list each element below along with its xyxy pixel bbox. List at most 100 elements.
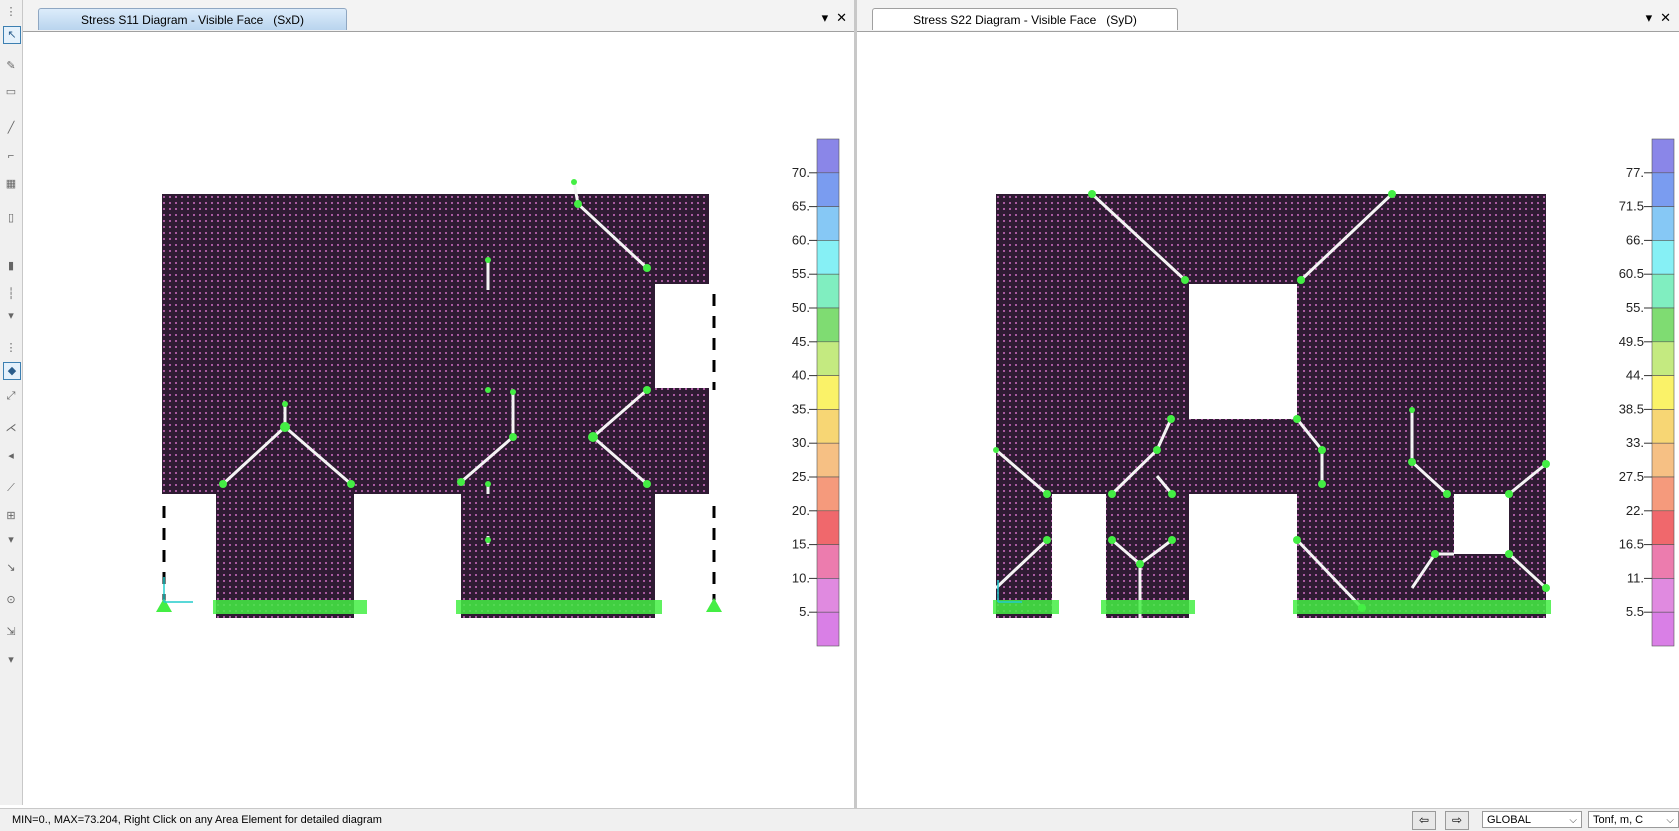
s11-legend-swatch <box>816 206 840 241</box>
axis-triad-right <box>997 580 1022 603</box>
s11-legend-swatch <box>816 544 840 579</box>
pane-splitter[interactable] <box>854 0 857 808</box>
close-pane-icon[interactable]: ✕ <box>836 10 847 25</box>
s22-legend-label: 16.5 <box>1619 537 1644 552</box>
s11-legend-label: 70. <box>792 165 810 180</box>
tab-controls-left: ▾ ✕ <box>822 10 847 26</box>
draw-link-icon[interactable]: ┆ <box>7 288 15 300</box>
s11-legend-label: 20. <box>792 503 810 518</box>
s22-legend-label: 44. <box>1626 368 1644 383</box>
s11-legend-swatch <box>816 307 840 343</box>
tab-stress-s22[interactable]: Stress S22 Diagram - Visible Face (SyD) <box>872 8 1178 30</box>
s11-legend-swatch <box>816 611 840 647</box>
base-supports-right <box>993 600 1551 614</box>
snap-point-icon[interactable]: ◆ <box>3 362 21 380</box>
s22-legend-swatch <box>1651 544 1675 579</box>
tab-controls-right: ▾ ✕ <box>1646 10 1671 26</box>
snap-perp-icon[interactable]: ⟋ <box>7 482 15 494</box>
pane-menu-dropdown-icon[interactable]: ▾ <box>821 10 829 25</box>
snap-line-icon[interactable]: ⊞ <box>6 510 16 522</box>
s11-legend-swatch <box>816 240 840 275</box>
s11-legend-label: 50. <box>792 300 810 315</box>
nav-left-arrow-icon[interactable]: ⇦ <box>1412 811 1436 830</box>
s22-legend-swatch <box>1651 307 1675 343</box>
s22-legend-swatch <box>1651 476 1675 512</box>
draw-column-icon[interactable]: ▮ <box>7 260 15 272</box>
toolbar-grip-icon-2: ⋮ <box>5 342 17 354</box>
s11-legend-label: 15. <box>792 537 810 552</box>
s22-legend-label: 38.5 <box>1619 401 1644 416</box>
s11-legend-swatch <box>816 341 840 376</box>
s22-legend-swatch <box>1651 375 1675 410</box>
snap-end-icon[interactable]: ⤢ <box>6 390 16 402</box>
expand-icon-2[interactable]: ▾ <box>8 534 14 546</box>
s22-legend-swatch <box>1651 442 1675 478</box>
select-rect-icon[interactable]: ▭ <box>5 86 17 98</box>
mesh-right-spandrel <box>655 388 709 494</box>
s22-legend-label: 22. <box>1626 503 1644 518</box>
draw-line-icon[interactable]: ╱ <box>7 122 15 134</box>
expand-icon-3[interactable]: ▾ <box>8 654 14 666</box>
s11-legend-label: 40. <box>792 368 810 383</box>
snap-fine-icon[interactable]: ⊙ <box>6 594 16 606</box>
snap-edge-icon[interactable]: ⇲ <box>6 626 16 638</box>
tab-strip-right: Stress S22 Diagram - Visible Face (SyD) … <box>857 0 1679 32</box>
s11-legend-swatch <box>816 375 840 410</box>
s11-legend-swatch <box>816 273 840 309</box>
s22-legend-label: 66. <box>1626 232 1644 247</box>
stress-s11-canvas[interactable]: 70. 65. 60. 55. 50. 45. 40. 35. 30. 25. 20. 15. 10. 5… <box>23 32 855 808</box>
s11-legend-label: 35. <box>792 401 810 416</box>
snap-intersect-icon[interactable]: ◂ <box>8 450 14 462</box>
s11-legend-swatch <box>816 172 840 207</box>
s22-legend-label: 33. <box>1626 435 1644 450</box>
mesh-pier-left <box>216 494 354 618</box>
s11-legend-label: 30. <box>792 435 810 450</box>
mesh-top-band <box>162 194 709 284</box>
nav-right-arrow-icon[interactable]: ⇨ <box>1445 811 1469 830</box>
close-pane-icon-right[interactable]: ✕ <box>1660 10 1671 25</box>
stress-s22-canvas[interactable]: 77. 71.5 66. 60.5 55. 49.5 44. 38.5 33. 27.5 22. 16… <box>857 32 1679 808</box>
s11-legend-swatch <box>816 442 840 478</box>
pointer-tool-icon[interactable]: ↖ <box>3 26 21 44</box>
tab-stress-s11[interactable]: Stress S11 Diagram - Visible Face (SxD) <box>38 8 347 30</box>
s11-legend-swatch <box>816 138 840 174</box>
s22-legend-swatch <box>1651 409 1675 444</box>
legend-color-bar-right: 77. 71.5 66. 60.5 55. 49.5 44. 38.5 33. 27.5 22. 16… <box>1619 138 1675 647</box>
expand-icon[interactable]: ▾ <box>8 310 14 322</box>
wall-mesh-right[interactable] <box>996 194 1546 618</box>
s22-legend-swatch <box>1651 510 1675 545</box>
s11-legend-label: 65. <box>792 199 810 214</box>
s22-legend-label: 55. <box>1626 300 1644 315</box>
coordinate-system-select[interactable]: GLOBAL ⌵ <box>1482 811 1582 828</box>
snap-mid-icon[interactable]: ⋌ <box>5 422 17 434</box>
s22-legend-label: 11. <box>1627 570 1644 585</box>
mesh-middle-band <box>162 284 655 494</box>
units-select[interactable]: Tonf, m, C ⌵ <box>1588 811 1679 828</box>
s22-legend-label: 71.5 <box>1619 199 1644 214</box>
draw-quad-icon[interactable]: ▯ <box>7 212 15 224</box>
chevron-down-icon: ⌵ <box>1569 815 1577 826</box>
s22-legend-label: 27.5 <box>1619 469 1644 484</box>
s11-legend-swatch <box>816 578 840 613</box>
chevron-down-icon-units: ⌵ <box>1666 815 1674 826</box>
s11-legend-label: 55. <box>792 266 810 281</box>
s22-legend-swatch <box>1651 273 1675 309</box>
s22-legend-label: 77. <box>1626 165 1644 180</box>
base-supports <box>156 598 722 614</box>
draw-frame-icon[interactable]: ⌐ <box>7 150 15 162</box>
s11-legend-label: 10. <box>792 570 810 585</box>
snap-grid-icon[interactable]: ↘ <box>6 562 16 574</box>
s22-legend-swatch <box>1651 611 1675 647</box>
status-bar: MIN=0., MAX=73.204, Right Click on any A… <box>0 808 1679 831</box>
left-toolbar: ⋮ ↖ ✎ ▭ ╱ ⌐ ▦ ▯ ▮ ┆ ▾ ⋮ ◆ ⤢ ⋌ ◂ ⟋ ⊞ ▾ ↘ … <box>0 0 23 805</box>
s22-legend-label: 60.5 <box>1619 266 1644 281</box>
s22-legend-swatch <box>1651 206 1675 241</box>
draw-tool-icon[interactable]: ✎ <box>6 60 16 72</box>
s22-legend-swatch <box>1651 341 1675 376</box>
pane-menu-dropdown-icon-right[interactable]: ▾ <box>1645 10 1653 25</box>
wall-mesh[interactable] <box>162 194 709 618</box>
restraint-dashes <box>162 294 716 602</box>
draw-area-icon[interactable]: ▦ <box>5 178 17 190</box>
support-nodes <box>219 179 651 543</box>
legend-color-bar: 70. 65. 60. 55. 50. 45. 40. 35. 30. 25. 20. 15. 10. 5… <box>792 138 840 647</box>
